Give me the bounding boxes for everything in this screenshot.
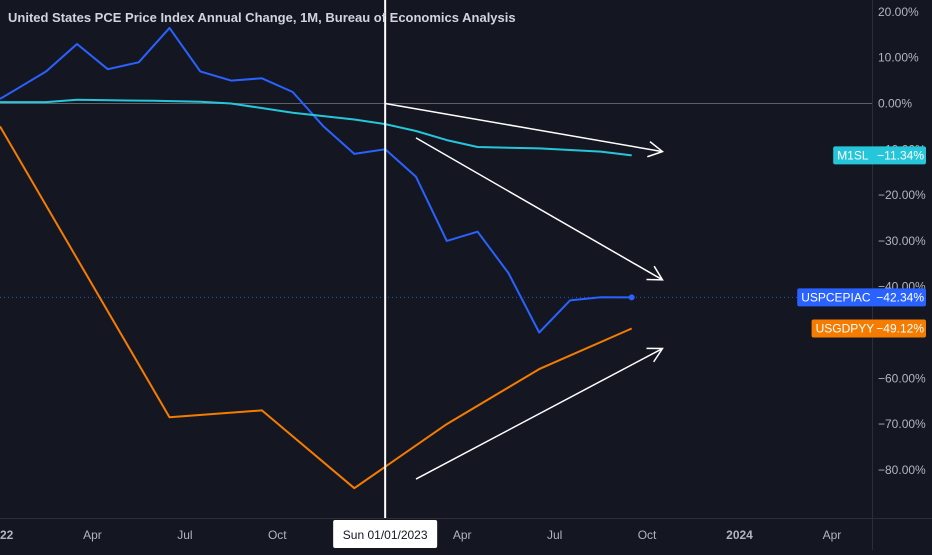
annotation-arrowhead-1 [647, 141, 665, 158]
series-badge-value: −49.12% [876, 321, 924, 335]
series-badge-value: −11.34% [877, 148, 924, 162]
annotation-arrowhead-2 [646, 265, 664, 281]
annotation-arrow-2[interactable] [415, 137, 663, 281]
crosshair-date-badge [333, 520, 438, 548]
annotation-arrowhead-3 [646, 347, 664, 363]
series-badge-name: USGDPYY [816, 321, 875, 335]
y-tick-label: 10.00% [878, 51, 919, 65]
y-tick-label: −30.00% [878, 234, 926, 248]
y-tick-label: −60.00% [878, 371, 926, 385]
crosshair-date-label: Sun 01/01/2023 [343, 528, 428, 542]
x-tick-label: 2022 [0, 528, 14, 542]
x-tick-label: Jul [547, 528, 562, 542]
x-tick-label: Apr [83, 528, 102, 542]
annotation-arrow-3[interactable] [415, 347, 663, 480]
x-tick-label: Apr [823, 528, 842, 542]
y-tick-label: −70.00% [878, 417, 926, 431]
x-tick-label: Apr [453, 528, 472, 542]
series-badge-uspcepiac [797, 288, 926, 307]
x-tick-label: Jul [177, 528, 192, 542]
x-tick-label: Oct [268, 528, 287, 542]
chart-title: United States PCE Price Index Annual Cha… [8, 10, 516, 25]
uspcepiac-last-point [628, 294, 635, 301]
y-tick-label: 0.00% [878, 97, 912, 111]
series-badge-name: M1SL [837, 148, 869, 162]
x-tick-label: Oct [638, 528, 657, 542]
series-line-uspcepiac [0, 26, 632, 334]
series-badge-usgdpyy [811, 319, 926, 338]
x-tick-label: 2024 [726, 528, 753, 542]
series-badge-name: USPCEPIAC [801, 290, 871, 304]
y-tick-label: −80.00% [878, 463, 926, 477]
series-badge-value: −42.34% [876, 290, 924, 304]
series-line-usgdpyy [0, 125, 633, 490]
annotation-arrow-1[interactable] [385, 102, 663, 153]
y-tick-label: 20.00% [878, 5, 919, 19]
series-line-m1sl [0, 98, 632, 157]
y-tick-label: −20.00% [878, 188, 926, 202]
series-badge-m1sl [833, 146, 926, 165]
